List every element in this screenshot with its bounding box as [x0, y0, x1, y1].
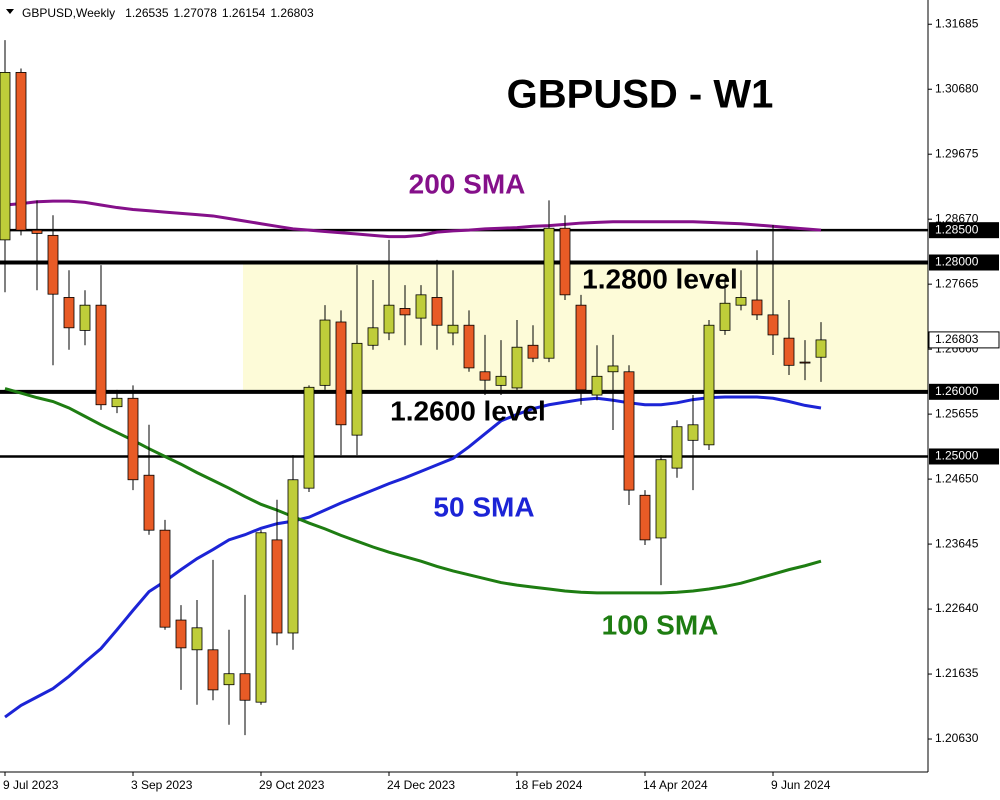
menu-arrow[interactable]: [6, 9, 14, 14]
y-tick-label: 1.23645: [935, 536, 979, 550]
candle-body: [399, 308, 411, 316]
candle-body: [799, 361, 811, 364]
y-tick-label: 1.28670: [935, 211, 979, 225]
candle-body: [319, 319, 331, 386]
last-price-box: [928, 331, 1000, 349]
x-tick-label: 9 Jun 2024: [771, 778, 831, 792]
candle-body: [527, 344, 539, 359]
y-tick-label: 1.31685: [935, 16, 979, 30]
candle-body: [735, 297, 747, 306]
candle-body: [511, 346, 523, 389]
candle-body: [431, 297, 443, 326]
x-tick-label: 24 Dec 2023: [387, 778, 455, 792]
candle-body: [559, 227, 571, 296]
candle-body: [671, 426, 683, 469]
candle-body: [175, 619, 187, 649]
header: GBPUSD,Weekly 1.26535 1.27078 1.26154 1.2680…: [22, 6, 314, 20]
candle-body: [15, 72, 27, 231]
candle-body: [111, 397, 123, 408]
header-field: 1.26154: [222, 6, 266, 20]
candle-body: [703, 324, 715, 446]
chart-title: GBPUSD - W1: [507, 73, 774, 117]
candle-body: [255, 532, 267, 703]
y-tick-label: 1.22640: [935, 601, 979, 615]
level-label-box: [929, 222, 999, 239]
x-tick-label: 29 Oct 2023: [259, 778, 325, 792]
candle-body: [415, 294, 427, 319]
candle-body: [239, 673, 251, 701]
level-label: 1.25000: [935, 449, 979, 463]
candle-body: [463, 324, 475, 369]
level-label: 1.28000: [935, 255, 979, 269]
sma-line: [4, 199, 822, 239]
x-tick-label: 18 Feb 2024: [515, 778, 583, 792]
candle-body: [655, 459, 667, 539]
level-annotation: 1.2600 level: [390, 395, 546, 426]
candle-body: [159, 529, 171, 628]
last-price-label: 1.26803: [935, 332, 979, 346]
candle-body: [287, 479, 299, 634]
candle-body: [623, 371, 635, 491]
candle-body: [783, 337, 795, 366]
candle-body: [367, 327, 379, 346]
candle-body: [47, 234, 59, 295]
level-label-box: [929, 448, 999, 465]
candle-body: [191, 627, 203, 651]
level-annotation: 1.2800 level: [582, 263, 738, 294]
candle-body: [351, 342, 363, 436]
candle-body: [31, 229, 43, 234]
candle-body: [607, 365, 619, 373]
candle-body: [0, 72, 11, 241]
level-label-box: [929, 383, 999, 400]
header-field: 1.27078: [174, 6, 218, 20]
x-tick-label: 3 Sep 2023: [131, 778, 193, 792]
candle-body: [767, 314, 779, 336]
candle-body: [591, 375, 603, 396]
y-tick-label: 1.29675: [935, 146, 979, 160]
candle-body: [687, 424, 699, 441]
level-label-box: [929, 254, 999, 271]
sma-line: [4, 387, 822, 595]
level-label: 1.26000: [935, 384, 979, 398]
x-tick-label: 14 Apr 2024: [643, 778, 708, 792]
x-tick-label: 9 Jul 2023: [3, 778, 59, 792]
candle-body: [495, 375, 507, 386]
y-tick-label: 1.25655: [935, 406, 979, 420]
candle-body: [127, 397, 139, 481]
candle-body: [335, 321, 347, 426]
sma-label: 100 SMA: [602, 609, 719, 640]
header-field: 1.26803: [270, 6, 314, 20]
candle-body: [543, 227, 555, 359]
header-field: GBPUSD,Weekly: [22, 6, 115, 20]
candle-body: [79, 304, 91, 331]
candle-body: [95, 304, 107, 406]
sma-line: [4, 395, 822, 719]
sma-label: 200 SMA: [409, 168, 526, 199]
candle-body: [143, 474, 155, 531]
candle-body: [303, 386, 315, 489]
candle-body: [383, 304, 395, 334]
y-tick-label: 1.20630: [935, 731, 979, 745]
plot-area: [0, 40, 928, 736]
y-tick-label: 1.30680: [935, 81, 979, 95]
candle-body: [639, 494, 651, 541]
candle-body: [815, 339, 827, 358]
candle-body: [575, 304, 587, 391]
candle-body: [447, 324, 459, 334]
candle-body: [479, 371, 491, 381]
candle-body: [63, 297, 75, 329]
candle-body: [207, 649, 219, 691]
y-tick-label: 1.27665: [935, 276, 979, 290]
candle-body: [271, 539, 283, 634]
candle-body: [223, 673, 235, 686]
level-label: 1.28500: [935, 222, 979, 236]
header-field: 1.26535: [125, 6, 169, 20]
sma-label: 50 SMA: [433, 491, 534, 522]
candle-body: [719, 302, 731, 331]
y-tick-label: 1.24650: [935, 471, 979, 485]
y-tick-label: 1.21635: [935, 666, 979, 680]
candle-body: [751, 299, 763, 316]
